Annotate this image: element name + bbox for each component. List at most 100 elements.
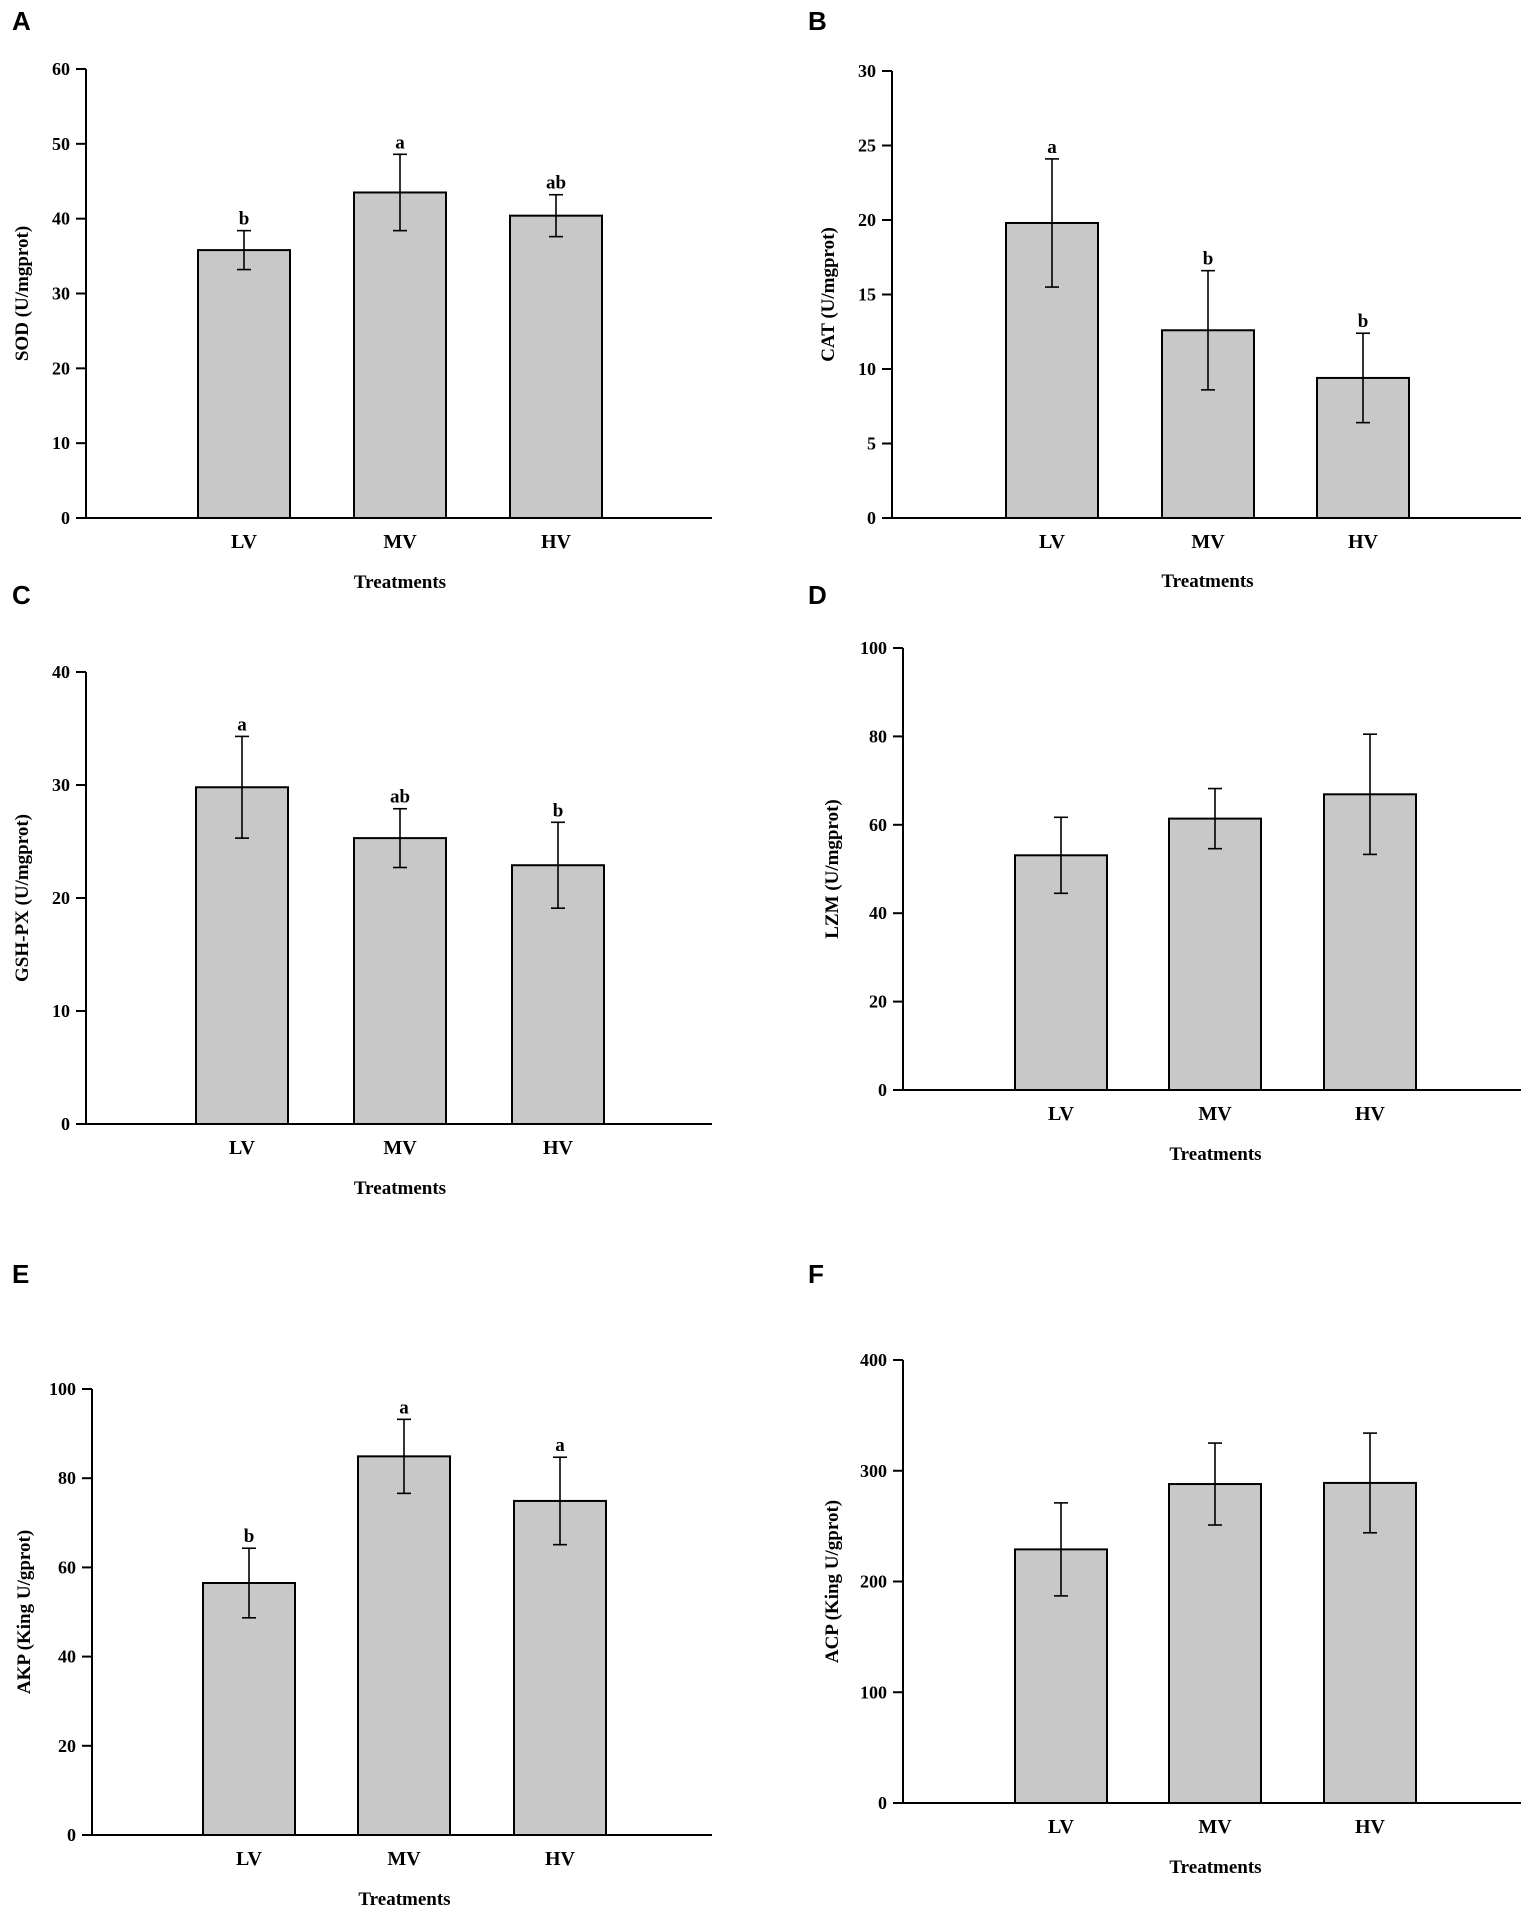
- bar-hv: [1323, 1481, 1417, 1804]
- y-tick-label: 5: [867, 434, 876, 454]
- significance-label: b: [553, 800, 564, 821]
- significance-label: ab: [546, 173, 566, 194]
- x-axis-title: Treatments: [354, 1178, 446, 1199]
- panel-f: F 0 100 200 300 400 LV MV HV Treatments ACP (King …: [808, 1259, 1521, 1878]
- bar-mv: [353, 191, 447, 519]
- panel-label: A: [12, 6, 31, 36]
- y-tick-label: 60: [52, 59, 70, 79]
- significance-label: a: [1047, 137, 1057, 158]
- y-tick-label: 0: [878, 1080, 887, 1100]
- bar-mv: [1168, 1483, 1262, 1805]
- y-tick-label: 20: [869, 992, 887, 1012]
- significance-label: a: [555, 1435, 565, 1456]
- y-tick-label: 10: [52, 1001, 70, 1021]
- significance-label: b: [239, 209, 250, 230]
- y-tick-label: 20: [858, 210, 876, 230]
- panel-label: B: [808, 6, 827, 36]
- significance-label: b: [1203, 249, 1214, 270]
- significance-label: a: [237, 714, 247, 735]
- x-tick-label: HV: [1355, 1816, 1386, 1838]
- x-axis-title: Treatments: [1169, 1144, 1261, 1165]
- x-tick-label: HV: [1355, 1103, 1386, 1125]
- y-tick-label: 80: [869, 726, 887, 746]
- panel-a: A 0 10 20 30 40 50 60 b LV a MV ab HV Treatments SOD (U…: [12, 6, 712, 593]
- y-tick-label: 10: [858, 359, 876, 379]
- x-axis-title: Treatments: [1161, 571, 1253, 592]
- y-tick-label: 10: [52, 433, 70, 453]
- significance-label: a: [399, 1397, 409, 1418]
- y-tick-label: 0: [867, 508, 876, 528]
- x-tick-label: HV: [543, 1137, 574, 1159]
- bar-lv: [1014, 854, 1108, 1091]
- x-axis-title: Treatments: [1169, 1857, 1261, 1878]
- y-tick-label: 20: [52, 888, 70, 908]
- y-tick-label: 30: [52, 284, 70, 304]
- y-tick-label: 25: [858, 136, 876, 156]
- bar-lv: [195, 786, 289, 1125]
- significance-label: b: [1358, 311, 1369, 332]
- panel-b: B 0 5 10 15 20 25 30 a LV b MV b HV Treatments CAT (U/m…: [808, 6, 1521, 592]
- bar-lv: [197, 249, 291, 519]
- x-tick-label: MV: [383, 1137, 417, 1159]
- y-tick-label: 100: [860, 638, 887, 658]
- x-tick-label: LV: [1039, 531, 1066, 553]
- y-tick-label: 60: [869, 815, 887, 835]
- y-tick-label: 100: [49, 1379, 76, 1399]
- panel-label: F: [808, 1259, 824, 1289]
- x-tick-label: HV: [541, 531, 572, 553]
- x-tick-label: MV: [1198, 1816, 1232, 1838]
- x-axis-title: Treatments: [354, 572, 446, 593]
- bar-lv: [202, 1582, 296, 1837]
- y-tick-label: 100: [860, 1682, 887, 1702]
- x-tick-label: MV: [1191, 531, 1225, 553]
- x-tick-label: LV: [1048, 1103, 1075, 1125]
- x-tick-label: LV: [229, 1137, 256, 1159]
- y-tick-label: 400: [860, 1350, 887, 1370]
- y-tick-label: 0: [61, 508, 70, 528]
- bar-hv: [513, 1499, 607, 1837]
- significance-label: a: [395, 132, 405, 153]
- y-tick-label: 0: [67, 1825, 76, 1845]
- bar-mv: [357, 1455, 451, 1836]
- panel-label: D: [808, 580, 827, 610]
- bar-hv: [509, 214, 603, 519]
- y-axis-title: CAT (U/mgprot): [818, 227, 839, 362]
- y-tick-label: 0: [61, 1114, 70, 1134]
- y-tick-label: 40: [58, 1647, 76, 1667]
- y-axis-title: SOD (U/mgprot): [12, 226, 33, 361]
- x-tick-label: MV: [387, 1848, 421, 1870]
- y-axis-title: AKP (King U/gprot): [14, 1530, 35, 1694]
- y-tick-label: 300: [860, 1461, 887, 1481]
- significance-label: ab: [390, 787, 410, 808]
- bar-mv: [353, 837, 447, 1125]
- y-tick-label: 15: [858, 285, 876, 305]
- significance-label: b: [244, 1526, 255, 1547]
- y-tick-label: 20: [58, 1736, 76, 1756]
- panel-c: C 0 10 20 30 40 a LV ab MV b HV Treatments GSH-PX (U/…: [12, 580, 712, 1199]
- x-axis-title: Treatments: [358, 1889, 450, 1910]
- x-tick-label: HV: [1348, 531, 1379, 553]
- y-tick-label: 40: [52, 662, 70, 682]
- x-tick-label: LV: [236, 1848, 263, 1870]
- y-tick-label: 30: [52, 775, 70, 795]
- y-axis-title: LZM (U/mgprot): [822, 799, 843, 939]
- y-tick-label: 200: [860, 1572, 887, 1592]
- x-tick-label: LV: [1048, 1816, 1075, 1838]
- x-tick-label: MV: [383, 531, 417, 553]
- y-axis-title: GSH-PX (U/mgprot): [12, 814, 33, 982]
- x-tick-label: MV: [1198, 1103, 1232, 1125]
- y-tick-label: 40: [52, 209, 70, 229]
- panel-label: E: [12, 1259, 29, 1289]
- panel-label: C: [12, 580, 31, 610]
- y-axis-title: ACP (King U/gprot): [822, 1500, 843, 1663]
- y-tick-label: 50: [52, 134, 70, 154]
- y-tick-label: 20: [52, 358, 70, 378]
- panel-e: E 0 20 40 60 80 100 b LV a MV a HV Treatments AKP (Kin…: [12, 1259, 712, 1910]
- y-tick-label: 0: [878, 1793, 887, 1813]
- y-tick-label: 40: [869, 903, 887, 923]
- panel-d: D 0 20 40 60 80 100 LV MV HV Treatments LZM (U/mgpr…: [808, 580, 1521, 1165]
- y-tick-label: 30: [858, 61, 876, 81]
- x-tick-label: LV: [231, 531, 258, 553]
- x-tick-label: HV: [545, 1848, 576, 1870]
